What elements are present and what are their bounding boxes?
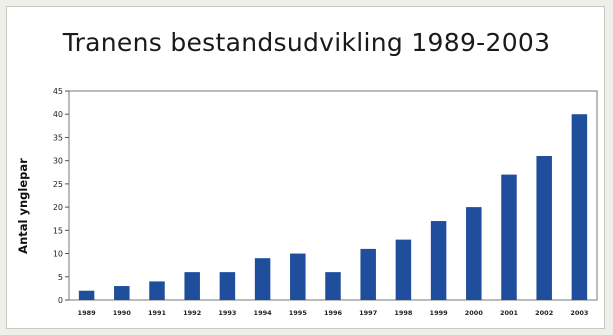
bar-1990 [114, 286, 130, 300]
bar-2003 [571, 114, 588, 300]
bar-1991 [149, 281, 165, 300]
y-tick-label: 35 [53, 133, 63, 142]
chart-title: Tranens bestandsudvikling 1989-2003 [62, 28, 551, 57]
x-tick-label: 2002 [535, 309, 553, 317]
x-tick-label: 2001 [500, 309, 519, 317]
x-tick-label: 1995 [289, 309, 308, 317]
y-tick-label: 40 [53, 110, 63, 119]
y-tick-label: 5 [58, 273, 63, 282]
y-tick-label: 25 [53, 180, 63, 189]
y-tick-label: 15 [53, 226, 63, 235]
x-tick-label: 2000 [465, 309, 484, 317]
bar-1996 [325, 272, 341, 300]
x-tick-label: 1989 [78, 309, 97, 317]
bar-1994 [254, 258, 271, 300]
y-tick-label: 45 [53, 87, 63, 96]
bar-1998 [395, 239, 412, 300]
x-tick-label: 1992 [183, 309, 201, 317]
y-axis-label: Antal ynglepar [16, 158, 30, 254]
x-tick-label: 1996 [324, 309, 343, 317]
x-tick-label: 1998 [394, 309, 413, 317]
bar-1997 [360, 248, 376, 300]
bar-1995 [290, 253, 306, 300]
x-tick-label: 1999 [430, 309, 449, 317]
plot-area [68, 90, 598, 301]
x-tick-label: 1991 [148, 309, 167, 317]
x-tick-label: 1990 [113, 309, 132, 317]
bar-2000 [466, 207, 482, 300]
y-tick-label: 0 [58, 296, 63, 305]
bar-2002 [536, 156, 552, 300]
y-tick-label: 20 [53, 203, 63, 212]
x-tick-label: 2003 [570, 309, 588, 317]
x-tick-label: 1994 [254, 309, 273, 317]
y-tick-label: 30 [53, 157, 63, 166]
bar-1989 [78, 290, 95, 300]
x-tick-label: 1993 [218, 309, 236, 317]
bar-1992 [184, 272, 200, 300]
y-tick-label: 10 [53, 250, 63, 259]
bar-1993 [219, 272, 236, 300]
bar-1999 [430, 221, 447, 300]
bar-2001 [501, 174, 517, 300]
x-tick-label: 1997 [359, 309, 377, 317]
